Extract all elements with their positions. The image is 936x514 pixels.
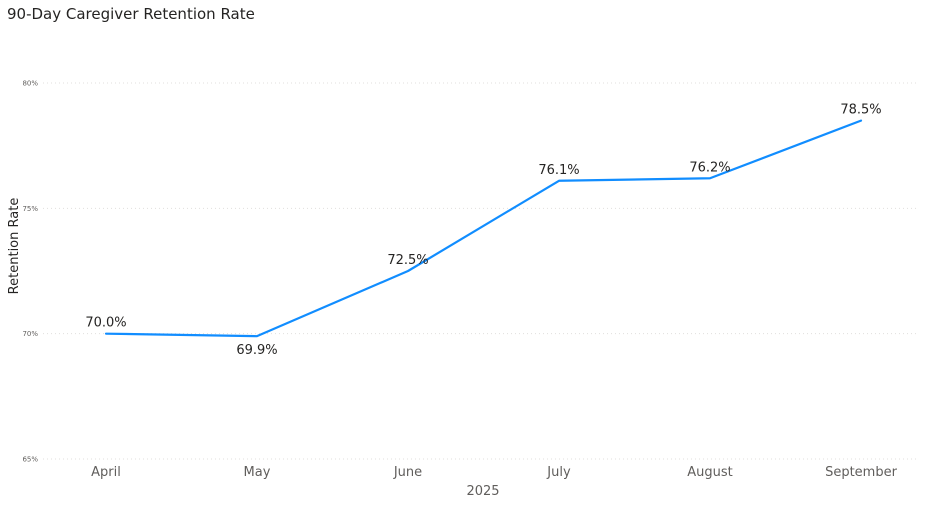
x-tick-label: September [825, 465, 898, 480]
gridlines [43, 82, 918, 460]
data-label: 78.5% [840, 103, 881, 118]
data-label: 76.2% [689, 160, 730, 175]
y-tick-label: 80% [22, 80, 38, 88]
x-tick-label: July [546, 465, 571, 480]
data-label: 72.5% [387, 253, 428, 268]
x-tick-label: May [244, 465, 271, 480]
data-label: 69.9% [236, 343, 277, 358]
y-axis-ticks: 65% 70% 75% 80% [22, 80, 38, 464]
y-tick-label: 70% [22, 330, 38, 338]
x-axis-ticks: April May June July August September [91, 465, 897, 480]
x-axis-title: 2025 [466, 484, 499, 499]
x-tick-label: August [687, 465, 733, 480]
y-tick-label: 75% [22, 205, 38, 213]
y-tick-label: 65% [22, 456, 38, 464]
x-tick-label: June [393, 465, 422, 480]
chart-title: 90-Day Caregiver Retention Rate [7, 5, 255, 23]
series-layer [104, 119, 863, 338]
x-tick-label: April [91, 465, 121, 480]
data-labels: 70.0% 69.9% 72.5% 76.1% 76.2% 78.5% [85, 103, 881, 359]
series-line[interactable] [104, 119, 863, 338]
y-axis-title: Retention Rate [7, 198, 22, 295]
data-label: 76.1% [538, 163, 579, 178]
data-label: 70.0% [85, 316, 126, 331]
